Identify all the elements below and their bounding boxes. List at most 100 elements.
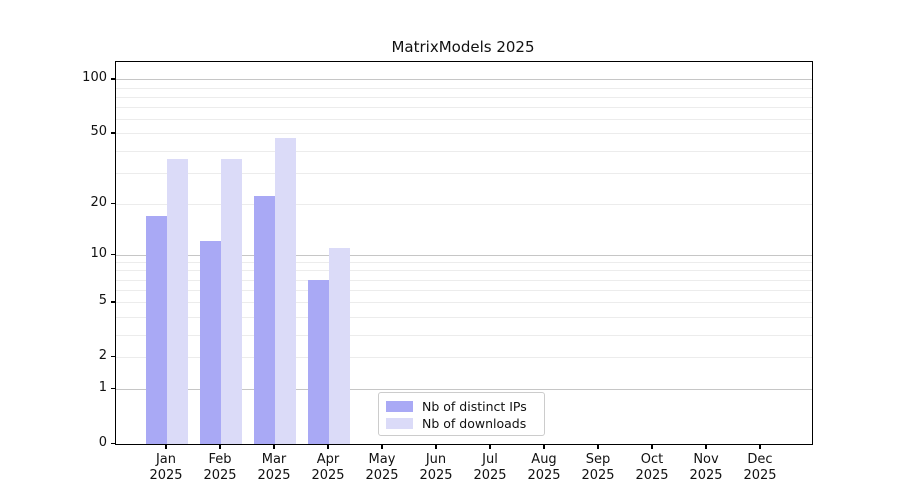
legend-swatch-distinct-ips — [386, 401, 413, 412]
y-tick-mark — [111, 388, 115, 390]
x-tick-year: 2025 — [203, 467, 237, 483]
x-tick-month: Jun — [425, 452, 447, 467]
x-tick-month: Feb — [208, 452, 232, 467]
legend: Nb of distinct IPs Nb of downloads — [378, 392, 545, 436]
x-tick-month: Aug — [531, 452, 557, 467]
y-tick-mark — [111, 356, 115, 358]
y-tick-label: 2 — [98, 348, 107, 364]
y-tick-label: 20 — [90, 194, 107, 210]
bar-downloads — [221, 158, 242, 444]
minor-gridline — [116, 290, 812, 292]
x-tick-label: Jul 2025 — [458, 452, 522, 483]
minor-gridline — [116, 172, 812, 174]
x-tick-mark — [273, 444, 275, 449]
x-tick-month: May — [368, 452, 396, 467]
y-tick-mark — [111, 78, 115, 80]
minor-gridline — [116, 262, 812, 264]
x-tick-mark — [381, 444, 383, 449]
x-tick-mark — [165, 444, 167, 449]
x-tick-year: 2025 — [419, 467, 453, 483]
x-tick-year: 2025 — [743, 467, 777, 483]
minor-gridline — [116, 87, 812, 89]
x-tick-year: 2025 — [149, 467, 183, 483]
y-tick-mark — [111, 202, 115, 204]
bar-distinct-ips — [200, 241, 221, 444]
x-tick-label: Nov 2025 — [674, 452, 738, 483]
y-tick-label: 1 — [98, 380, 107, 396]
x-tick-year: 2025 — [581, 467, 615, 483]
x-tick-mark — [489, 444, 491, 449]
x-tick-label: Feb 2025 — [188, 452, 252, 483]
y-tick-mark — [111, 301, 115, 303]
x-tick-label: Apr 2025 — [296, 452, 360, 483]
minor-gridline — [116, 270, 812, 272]
bar-downloads — [329, 247, 350, 444]
legend-label: Nb of distinct IPs — [422, 399, 527, 414]
x-tick-month: Jan — [155, 452, 177, 467]
x-tick-year: 2025 — [527, 467, 561, 483]
x-tick-year: 2025 — [311, 467, 345, 483]
major-gridline — [116, 389, 812, 391]
y-tick-mark — [111, 443, 115, 445]
x-tick-label: Mar 2025 — [242, 452, 306, 483]
x-tick-label: Dec 2025 — [728, 452, 792, 483]
x-tick-month: Sep — [585, 452, 611, 467]
minor-gridline — [116, 107, 812, 109]
x-tick-label: Sep 2025 — [566, 452, 630, 483]
bar-downloads — [167, 158, 188, 444]
minor-gridline — [116, 150, 812, 152]
x-tick-month: Dec — [747, 452, 773, 467]
bar-distinct-ips — [146, 215, 167, 444]
legend-item: Nb of distinct IPs — [386, 398, 544, 415]
x-tick-label: May 2025 — [350, 452, 414, 483]
x-tick-year: 2025 — [473, 467, 507, 483]
x-tick-label: Jan 2025 — [134, 452, 198, 483]
x-tick-month: Oct — [640, 452, 664, 467]
x-tick-month: Nov — [693, 452, 719, 467]
y-tick-mark — [111, 132, 115, 134]
y-tick-label: 10 — [90, 245, 107, 261]
x-tick-year: 2025 — [365, 467, 399, 483]
minor-gridline — [116, 203, 812, 205]
x-tick-mark — [327, 444, 329, 449]
x-tick-year: 2025 — [257, 467, 291, 483]
plot-area — [115, 61, 813, 445]
legend-swatch-downloads — [386, 418, 413, 429]
x-tick-year: 2025 — [689, 467, 723, 483]
x-tick-month: Apr — [316, 452, 340, 467]
y-tick-label: 0 — [98, 435, 107, 450]
x-tick-mark — [705, 444, 707, 449]
x-tick-label: Aug 2025 — [512, 452, 576, 483]
major-gridline — [116, 79, 812, 81]
y-tick-mark — [111, 253, 115, 255]
x-tick-mark — [543, 444, 545, 449]
y-tick-label: 5 — [98, 293, 107, 309]
legend-label: Nb of downloads — [422, 416, 527, 431]
minor-gridline — [116, 279, 812, 281]
x-tick-label: Oct 2025 — [620, 452, 684, 483]
x-tick-mark — [597, 444, 599, 449]
x-tick-month: Mar — [261, 452, 287, 467]
x-tick-mark — [759, 444, 761, 449]
minor-gridline — [116, 119, 812, 121]
minor-gridline — [116, 334, 812, 336]
minor-gridline — [116, 96, 812, 98]
minor-gridline — [116, 316, 812, 318]
bar-downloads — [275, 138, 296, 444]
legend-item: Nb of downloads — [386, 415, 544, 432]
major-gridline — [116, 254, 812, 256]
x-tick-month: Jul — [482, 452, 498, 467]
bar-distinct-ips — [254, 196, 275, 444]
minor-gridline — [116, 357, 812, 359]
minor-gridline — [116, 133, 812, 135]
y-tick-label: 50 — [90, 124, 107, 140]
y-tick-label: 100 — [82, 70, 107, 86]
bar-distinct-ips — [308, 279, 329, 444]
x-tick-year: 2025 — [635, 467, 669, 483]
chart-title: MatrixModels 2025 — [391, 38, 535, 56]
x-tick-mark — [219, 444, 221, 449]
x-tick-mark — [435, 444, 437, 449]
minor-gridline — [116, 302, 812, 304]
x-tick-mark — [651, 444, 653, 449]
